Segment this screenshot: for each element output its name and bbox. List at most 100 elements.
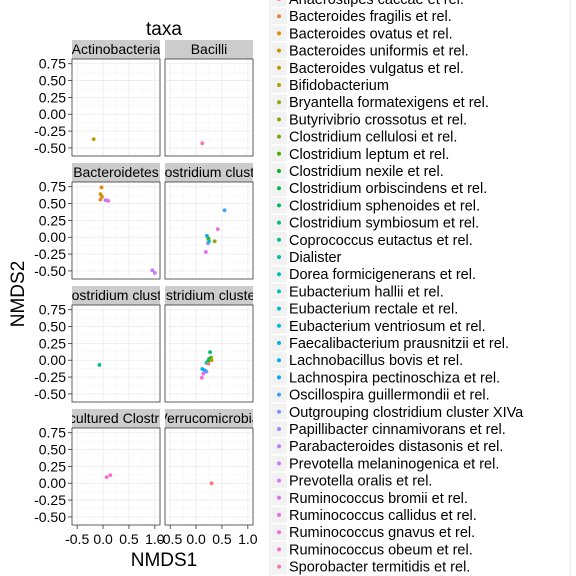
legend-marker [277, 65, 281, 70]
legend-marker [277, 289, 281, 294]
legend-marker [277, 427, 281, 431]
legend-item: Lachnobacillus bovis et rel. [270, 351, 463, 369]
legend-label: Ruminococcus obeum et rel. [289, 542, 473, 558]
chart-title: taxa [146, 19, 182, 40]
y-tick-label: 0.25 [39, 212, 66, 228]
y-tick-label: -0.50 [34, 386, 66, 402]
legend-item: Ruminococcus bromii et rel. [270, 489, 468, 507]
legend-item: Parabacteroides distasonis et rel. [270, 437, 503, 455]
legend-item: Clostridium cellulosi et rel. [270, 128, 457, 146]
x-tick-label: 0.5 [212, 531, 232, 547]
data-point [108, 473, 113, 478]
x-tick-label: -0.5 [65, 531, 89, 547]
data-point [152, 271, 157, 275]
facet-panel: Uncultured Clostridia [51, 409, 181, 526]
facet-strip [165, 40, 253, 59]
legend-marker [277, 220, 281, 225]
y-tick-label: 0.25 [39, 458, 66, 474]
legend-label: Clostridium sphenoides et rel. [289, 198, 480, 214]
data-point [150, 268, 155, 273]
legend-marker [277, 392, 281, 397]
legend-item: Clostridium leptum et rel. [270, 145, 449, 163]
data-point [98, 197, 103, 202]
legend-label: Eubacterium ventriosum et rel. [289, 319, 486, 335]
legend-item: Eubacterium ventriosum et rel. [270, 317, 486, 335]
legend-label: Bacteroides vulgatus et rel. [289, 61, 464, 77]
legend-item: Papillibacter cinnamivorans et rel. [270, 420, 506, 438]
y-tick-label: 0.75 [39, 179, 66, 195]
y-tick-label: 0.75 [39, 56, 66, 72]
y-axis-title: NMDS2 [8, 261, 29, 328]
legend-label: Bryantella formatexigens et rel. [289, 95, 489, 111]
data-point [212, 239, 217, 244]
facet-strip [72, 40, 160, 59]
legend-marker [277, 134, 281, 139]
legend-item: Ruminococcus gnavus et rel. [270, 523, 475, 541]
legend-item: Eubacterium rectale et rel. [270, 300, 458, 318]
facet-label: Bacteroidetes [73, 164, 159, 180]
legend-label: Ruminococcus gnavus et rel. [289, 525, 475, 541]
facet-label: Clostridium cluster [58, 287, 173, 303]
legend-label: Sporobacter termitidis et rel. [289, 560, 470, 576]
legend-label: Butyrivibrio crossotus et rel. [289, 112, 467, 128]
legend-item: Clostridium sphenoides et rel. [270, 197, 480, 214]
legend-marker [277, 306, 281, 311]
legend-item: Bacteroides ovatus et rel. [270, 25, 453, 42]
legend-label: Lachnospira pectinoschiza et rel. [289, 370, 500, 386]
facet-label: Verrucomicrobia [158, 410, 259, 426]
legend-item: Clostridium symbiosum et rel. [270, 214, 479, 232]
x-tick-label: -0.5 [158, 531, 182, 547]
legend-item: Bacteroides fragilis et rel. [270, 7, 452, 25]
legend-marker [277, 513, 281, 517]
panel-border [164, 58, 254, 157]
legend-item: Clostridium nexile et rel. [270, 162, 444, 180]
x-tick-label: 0.0 [93, 531, 113, 547]
legend-marker [277, 83, 281, 87]
legend-label: Clostridium nexile et rel. [289, 164, 444, 180]
facet-panel: Clostridium cluster [164, 163, 254, 280]
panel-border [71, 181, 161, 280]
facet-panel: Bacilli [164, 40, 254, 157]
legend-item: Sporobacter termitidis et rel. [270, 558, 470, 576]
y-axis: 0.750.500.250.00-0.25-0.500.750.500.250.… [34, 56, 72, 525]
y-tick-label: 0.50 [39, 73, 66, 89]
y-tick-label: 0.00 [39, 352, 66, 368]
facet-panel: Clostridium cluster [58, 286, 173, 403]
legend-marker [277, 31, 281, 36]
data-point [209, 481, 214, 486]
legend-item: Ruminococcus callidus et rel. [270, 506, 477, 524]
legend-item: Bryantella formatexigens et rel. [270, 93, 489, 111]
x-tick-label: 1.0 [238, 531, 258, 547]
y-tick-label: -0.50 [34, 509, 66, 525]
legend-item: Prevotella melaninogenica et rel. [270, 455, 499, 472]
legend-marker [277, 186, 281, 191]
legend-marker [277, 14, 281, 19]
legend-marker [277, 409, 281, 414]
facet-label: Clostridium cluster X [145, 287, 274, 303]
facet-panels: Actinobacteria BacilliBacteroidetesClostr… [51, 40, 274, 526]
legend-marker [277, 341, 281, 345]
legend-label: Ruminococcus bromii et rel. [289, 491, 468, 507]
legend-item: Clostridium orbiscindens et rel. [270, 179, 487, 197]
data-point [222, 208, 227, 213]
legend-marker [277, 461, 281, 466]
x-tick-label: 0.5 [119, 531, 139, 547]
legend-marker [277, 0, 281, 1]
facet-panel: Clostridium cluster X [145, 286, 274, 403]
facet-strip [72, 163, 160, 182]
y-tick-label: -0.50 [34, 263, 66, 279]
legend-marker [277, 272, 281, 277]
y-tick-label: 0.75 [39, 425, 66, 441]
legend-marker [277, 564, 281, 569]
legend-marker [277, 255, 281, 259]
facet-label: Uncultured Clostridia [51, 410, 181, 426]
legend-item: Oscillospira guillermondii et rel. [270, 386, 490, 404]
data-point [106, 198, 111, 203]
panel-border [71, 304, 161, 403]
y-tick-label: 0.00 [39, 106, 66, 122]
y-tick-label: -0.25 [34, 369, 66, 385]
legend-label: Coprococcus eutactus et rel. [289, 233, 473, 249]
panel-border [164, 427, 254, 526]
y-tick-label: 0.75 [39, 302, 66, 318]
panel-border [71, 58, 161, 157]
